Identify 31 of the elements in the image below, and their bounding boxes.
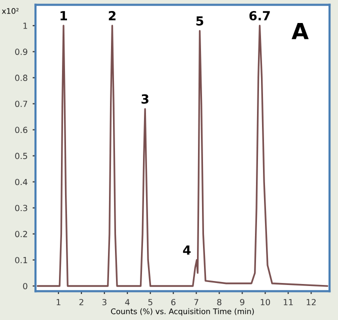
x-tick-label: 1 xyxy=(56,299,60,306)
y-tick-label: 0.5 xyxy=(15,152,28,160)
x-tick-label: 3 xyxy=(102,298,106,306)
y-tick-label: 0.8 xyxy=(15,74,28,81)
y-tick-label: 0 xyxy=(23,282,28,290)
x-tick-label: 2 xyxy=(79,298,84,306)
x-tick-label: 12 xyxy=(306,298,316,306)
y-tick-label: 0.2 xyxy=(15,230,28,238)
annotation: 6.7 xyxy=(249,10,270,20)
y-tick-label: 0.3 xyxy=(15,204,28,212)
y-tick-label: 0.6 xyxy=(15,126,28,134)
annotation: 1 xyxy=(60,11,68,20)
x-tick-label: 11 xyxy=(284,299,293,306)
x-tick-label: 10 xyxy=(260,298,270,306)
x-tick-label: 8 xyxy=(217,298,222,306)
x-tick-label: 6 xyxy=(171,298,176,306)
y-tick-label: 0.1 xyxy=(15,256,28,264)
annotation: 5 xyxy=(196,16,204,26)
y-tick-label: 0.9 xyxy=(15,48,28,55)
annotation: 4 xyxy=(183,245,191,255)
y-tick-label: 0.7 xyxy=(15,100,28,108)
x-tick-label: 4 xyxy=(125,299,130,306)
x-tick-label: 7 xyxy=(194,299,198,306)
y-tick-label: 1 xyxy=(23,22,28,29)
annotation: 2 xyxy=(108,10,116,20)
x-tick-label: 5 xyxy=(148,299,152,306)
y-tick-label: 0.4 xyxy=(15,178,28,186)
annotation: 3 xyxy=(142,94,148,104)
annotation: A xyxy=(292,22,309,40)
line-series xyxy=(36,24,328,287)
x-tick-label: 9 xyxy=(240,298,244,306)
